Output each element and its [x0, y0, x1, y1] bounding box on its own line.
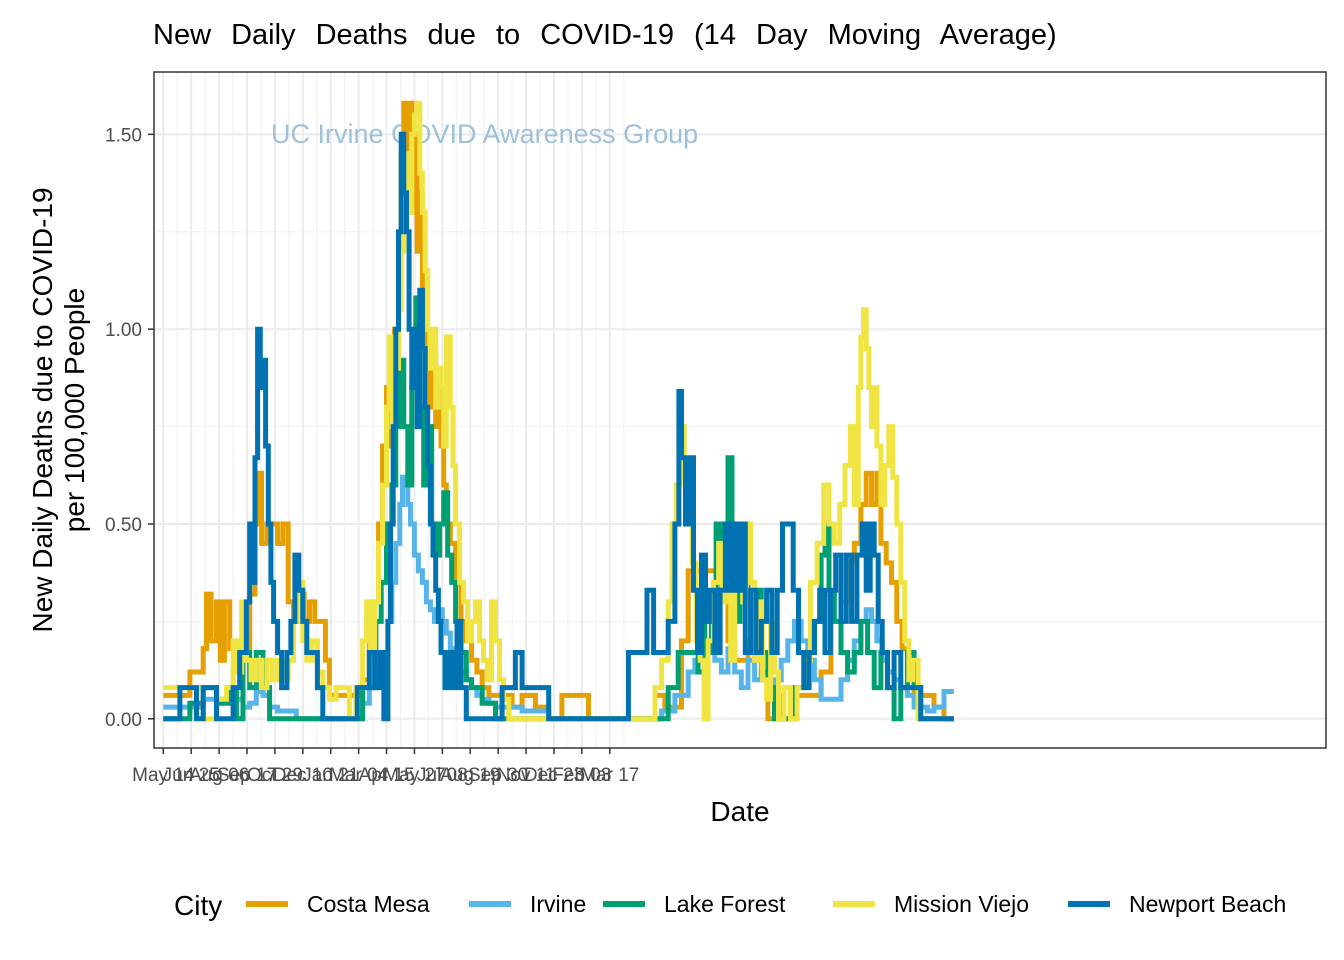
x-tick-label: Mar 04 [329, 765, 389, 786]
legend: City Costa Mesa Irvine Lake Forest Mission … [174, 890, 1286, 921]
series-line-costa-mesa [163, 100, 954, 722]
legend-label-lake-forest: Lake Forest [664, 891, 786, 917]
chart-title: New Daily Deaths due to COVID-19 (14 Day… [153, 19, 1057, 51]
series-layer [163, 100, 954, 722]
x-tick-label: Aug 06 [189, 765, 249, 786]
y-axis: 0.00 0.50 1.00 1.50 [105, 125, 154, 731]
x-tick-label: Jun 25 [163, 765, 220, 786]
legend-label-mission-viejo: Mission Viejo [894, 891, 1029, 917]
x-tick-label: Dec 10 [273, 765, 333, 786]
x-tick-label: Sep 30 [468, 765, 528, 786]
x-tick-label: Mar 17 [580, 765, 639, 786]
y-tick-label: 1.50 [105, 125, 142, 146]
series-line-mission-viejo [163, 100, 954, 722]
plot-border [153, 71, 1327, 749]
y-axis-title: New Daily Deaths due to COVID-19 per 100… [27, 187, 90, 632]
x-tick-label: May 14 [132, 765, 195, 786]
y-tick-label: 0.50 [105, 515, 142, 536]
y-tick-label: 0.00 [105, 710, 142, 731]
x-tick-label: Sep 17 [217, 765, 277, 786]
y-tick-label: 1.00 [105, 320, 142, 341]
y-axis-title-line-2: per 100,000 People [59, 288, 90, 532]
x-tick-label: Jul 08 [417, 765, 468, 786]
y-axis-title-line-1: New Daily Deaths due to COVID-19 [27, 187, 58, 632]
legend-title: City [174, 890, 222, 921]
x-tick-label: Nov 11 [497, 765, 556, 786]
x-axis-title: Date [710, 796, 769, 827]
legend-label-newport-beach: Newport Beach [1129, 891, 1286, 917]
panel: UC Irvine COVID Awareness Group [153, 71, 1327, 749]
x-tick-label: May 27 [383, 765, 445, 786]
watermark-annotation: UC Irvine COVID Awareness Group [271, 119, 698, 149]
series-line-newport-beach [163, 131, 954, 722]
x-tick-label: Jan 21 [302, 765, 359, 786]
legend-label-irvine: Irvine [530, 891, 586, 917]
x-tick-label: Aug 19 [440, 765, 500, 786]
legend-label-costa-mesa: Costa Mesa [307, 891, 430, 917]
x-tick-label: Apr 15 [359, 765, 415, 786]
x-tick-label: Oct 29 [247, 765, 303, 786]
x-tick-label: Dec 23 [524, 765, 584, 786]
x-tick-label: Feb 03 [552, 765, 611, 786]
plot-background [154, 72, 1326, 748]
